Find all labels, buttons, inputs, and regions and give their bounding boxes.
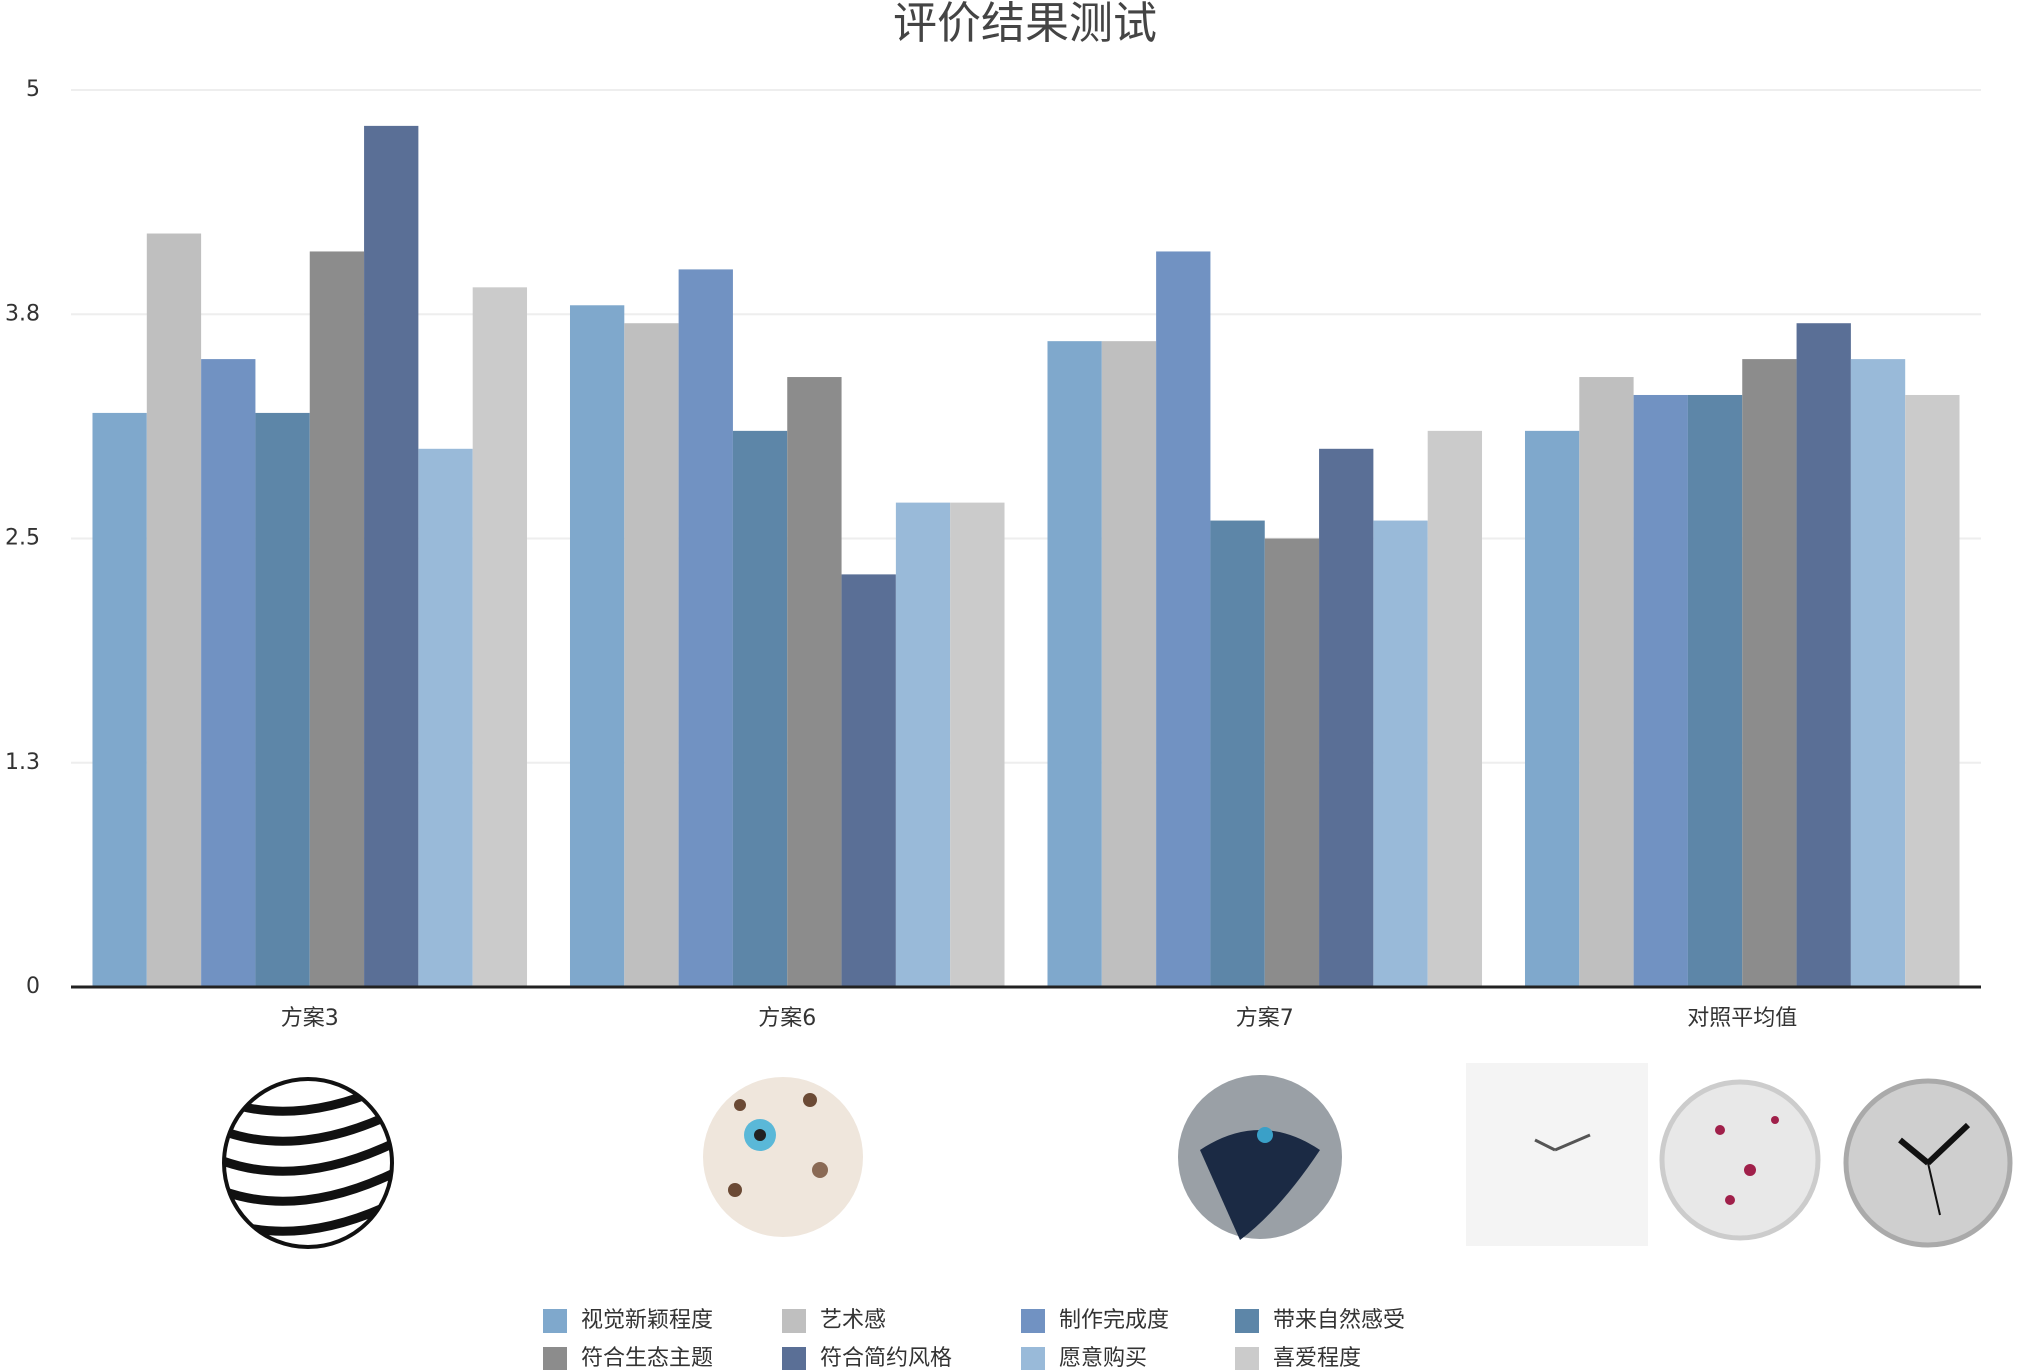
image-leopard bbox=[703, 1077, 863, 1237]
bar bbox=[255, 412, 310, 987]
bar bbox=[1101, 341, 1157, 987]
y-tick-label: 1.3 bbox=[5, 750, 40, 775]
x-tick-label: 方案7 bbox=[1236, 1006, 1294, 1031]
legend-label: 制作完成度 bbox=[1059, 1308, 1169, 1333]
y-tick-label: 0 bbox=[26, 974, 40, 999]
bar bbox=[309, 251, 365, 987]
legend-label: 愿意购买 bbox=[1059, 1346, 1147, 1370]
image-zebra bbox=[222, 1077, 394, 1249]
bar bbox=[92, 412, 147, 987]
legend-label: 符合简约风格 bbox=[820, 1346, 952, 1370]
legend-swatch bbox=[1021, 1309, 1045, 1333]
legend-label: 符合生态主题 bbox=[581, 1346, 713, 1370]
bar bbox=[1373, 520, 1428, 987]
bar bbox=[1796, 323, 1851, 988]
bar bbox=[732, 430, 788, 987]
bar bbox=[364, 125, 419, 987]
chart-title: 评价结果测试 bbox=[893, 0, 1157, 49]
legend-label: 带来自然感受 bbox=[1273, 1308, 1405, 1333]
bar bbox=[1524, 430, 1580, 987]
image-clock-3 bbox=[1843, 1078, 2013, 1248]
bar bbox=[678, 269, 733, 987]
bar bbox=[1264, 538, 1320, 987]
image-tiger bbox=[1178, 1075, 1342, 1240]
bar bbox=[1850, 359, 1906, 988]
legend-swatch bbox=[543, 1347, 567, 1370]
bar bbox=[146, 233, 202, 987]
bar bbox=[418, 448, 473, 987]
x-tick-label: 方案3 bbox=[281, 1006, 339, 1031]
bar bbox=[472, 287, 528, 988]
bar bbox=[841, 574, 896, 987]
legend-label: 喜爱程度 bbox=[1273, 1346, 1361, 1370]
bar bbox=[1210, 520, 1265, 987]
bar bbox=[1633, 394, 1688, 988]
legend-swatch bbox=[1235, 1309, 1259, 1333]
legend-swatch bbox=[782, 1309, 806, 1333]
y-tick-label: 2.5 bbox=[5, 526, 40, 551]
legend-swatch bbox=[1235, 1347, 1259, 1370]
legend-swatch bbox=[543, 1309, 567, 1333]
bar bbox=[1687, 394, 1743, 988]
bar bbox=[895, 502, 951, 987]
legend-label: 视觉新颖程度 bbox=[581, 1308, 713, 1333]
legend-swatch bbox=[782, 1347, 806, 1370]
bar bbox=[1742, 359, 1797, 988]
bar bbox=[624, 323, 679, 988]
image-clock-2 bbox=[1659, 1079, 1821, 1241]
bar bbox=[201, 359, 256, 988]
bar bbox=[1047, 341, 1102, 987]
bar bbox=[1905, 394, 1960, 988]
legend-label: 艺术感 bbox=[820, 1308, 886, 1333]
bar bbox=[1579, 377, 1634, 987]
product-images bbox=[222, 1063, 2013, 1249]
bar bbox=[569, 305, 625, 987]
bar bbox=[1427, 430, 1483, 987]
bar bbox=[1319, 448, 1374, 987]
y-tick-label: 5 bbox=[26, 77, 40, 102]
bar bbox=[1156, 251, 1211, 987]
bar bbox=[950, 502, 1005, 987]
y-tick-label: 3.8 bbox=[5, 301, 40, 326]
x-tick-label: 方案6 bbox=[758, 1006, 816, 1031]
legend-swatch bbox=[1021, 1347, 1045, 1370]
image-clock-1 bbox=[1466, 1063, 1648, 1246]
x-tick-label: 对照平均值 bbox=[1687, 1006, 1797, 1031]
bar bbox=[787, 377, 842, 987]
